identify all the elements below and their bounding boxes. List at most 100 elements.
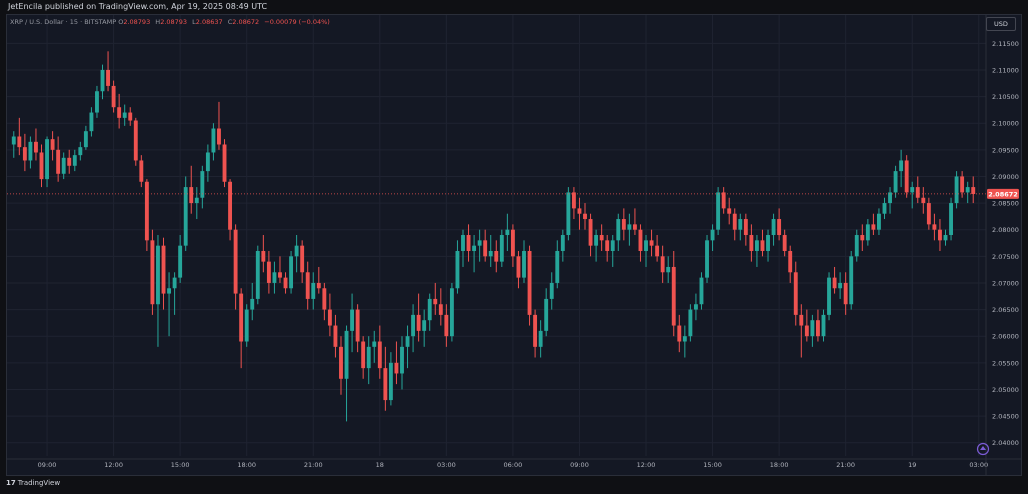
candle-body [50,139,55,150]
candle-body [782,235,787,251]
candle-body [89,112,94,132]
candle-body [266,261,271,283]
candle-body [56,149,61,174]
candle-body [882,203,887,214]
candle-body [938,229,942,241]
low-label: L [192,18,196,26]
x-tick-label: 18:00 [237,461,256,469]
candle-body [411,314,416,337]
candle-body [627,224,632,230]
candle-body [278,272,282,278]
candle-body [910,187,915,193]
symbol-name[interactable]: XRP / U.S. Dollar · 15 · BITSTAMP [10,18,117,26]
candle-body [316,282,321,289]
candle-body [644,240,648,251]
candle-body [821,314,826,337]
close-label: C [227,18,233,26]
x-tick-label: 12:00 [637,461,656,469]
candle-body [571,192,576,209]
candle-body [682,336,687,342]
x-tick-label: 03:00 [969,461,988,469]
candle-body [505,229,510,236]
candle-body [494,250,499,262]
y-tick-label: 2.10000 [992,120,1019,128]
candle-body [566,192,571,236]
candle-body [710,229,715,241]
candle-body [255,250,260,299]
candle-body [832,277,837,289]
candle-body [361,341,366,369]
candle-body [34,141,38,153]
candle-body [793,272,798,315]
candle-body [150,240,155,305]
candle-body [128,112,133,121]
candle-body [455,250,460,289]
symbol-legend: XRP / U.S. Dollar · 15 · BITSTAMP O2.087… [10,18,333,26]
candle-body [926,203,931,225]
candle-body [533,314,538,347]
candle-body [289,256,294,289]
tradingview-snapshot-icon[interactable] [976,442,990,456]
x-tick-label: 09:00 [38,461,57,469]
candle-body [677,325,682,342]
candle-body [949,203,953,236]
candle-body [599,235,604,241]
candle-body [377,341,382,369]
candle-body [544,298,549,331]
candle-body [400,346,404,374]
x-tick-label: 15:00 [703,461,722,469]
candle-body [167,288,172,294]
candle-body [838,282,843,289]
candle-body [95,91,99,113]
candle-body [605,240,610,251]
candle-body [61,157,66,174]
candle-body [261,250,266,262]
candle-body [311,282,316,299]
candle-body [327,309,332,326]
candle-body [416,314,421,331]
high-value: 2.08793 [160,18,188,26]
candle-body [17,136,22,148]
candle-body [488,250,493,257]
candle-body [915,187,920,198]
publish-info: JetEncila published on TradingView.com, … [8,2,268,11]
currency-button[interactable]: USD [986,17,1016,31]
candle-body [843,282,848,305]
candle-body [699,277,704,305]
candle-body [244,309,249,342]
candle-body [172,277,177,289]
last-price-badge [987,188,1019,199]
candle-body [427,298,432,321]
candle-body [577,208,582,214]
candle-body [871,224,876,230]
open-value: 2.08793 [123,18,151,26]
candle-body [133,120,138,161]
candle-body [754,240,759,251]
candle-body [771,219,776,236]
candle-body [804,325,809,337]
candle-body [200,171,205,198]
candle-body [738,219,743,230]
top-bar: JetEncila published on TradingView.com, … [0,0,1028,14]
open-label: O [118,18,124,26]
candle-body [144,181,149,241]
candle-body [372,341,377,347]
candle-body [777,219,782,236]
candle-body [960,176,965,193]
candle-body [250,298,255,310]
candle-body [461,235,465,251]
candle-body [549,282,554,299]
candle-body [394,362,399,374]
x-tick-label: 06:00 [504,461,523,469]
candle-body [516,256,521,278]
candle-body [815,320,820,337]
footer-brand[interactable]: 17 TradingView [6,479,206,493]
y-tick-label: 2.04000 [992,439,1019,447]
candle-body [810,320,815,337]
candle-body [594,235,599,246]
candle-body [583,213,587,220]
candle-body [688,309,693,337]
y-tick-label: 2.11000 [992,66,1019,74]
candle-body [178,245,183,278]
